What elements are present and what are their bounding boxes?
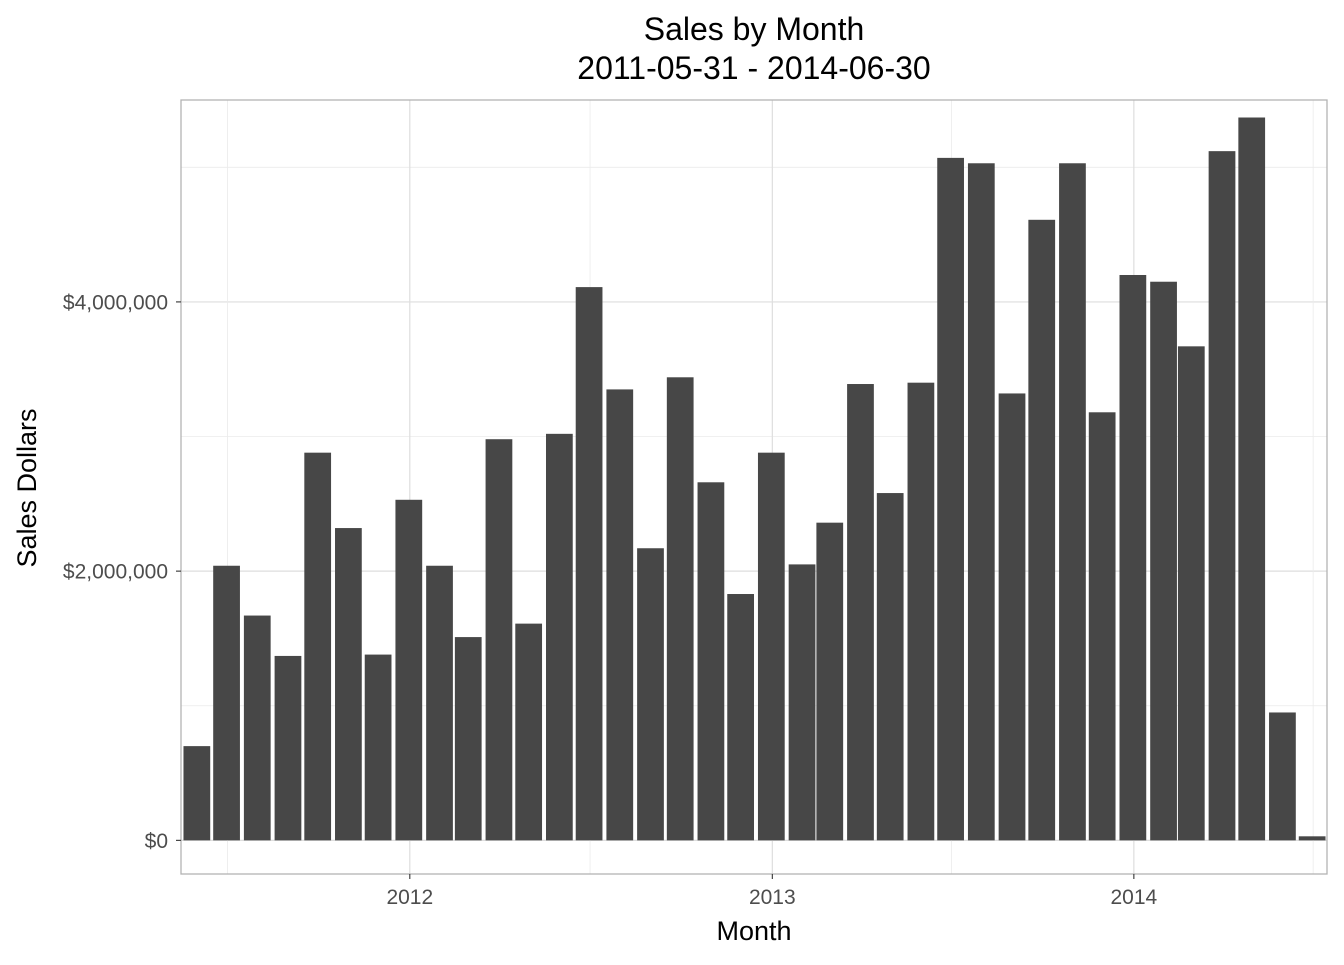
x-tick-label: 2014 — [1110, 886, 1157, 909]
bars — [183, 117, 1326, 841]
bar-2012-05-31 — [545, 433, 573, 841]
bar-2012-12-31 — [757, 452, 785, 841]
bar-2013-12-31 — [1119, 274, 1147, 841]
chart-subtitle: 2011-05-31 - 2014-06-30 — [577, 50, 930, 86]
axis-ticks: $0 $2,000,000 $4,000,000 2012 2013 2014 — [63, 291, 1158, 909]
bar-2014-02-28 — [1177, 346, 1205, 841]
y-tick-label: $0 — [145, 830, 168, 853]
bar-2013-09-30 — [1028, 219, 1056, 841]
y-axis-title: Sales Dollars — [12, 408, 42, 567]
bar-2012-10-31 — [697, 482, 725, 841]
bar-2011-06-30 — [213, 565, 240, 841]
bar-2012-02-29 — [454, 637, 482, 841]
bar-2011-05-31 — [183, 746, 211, 841]
bar-2013-08-31 — [998, 393, 1026, 841]
bar-2012-08-31 — [637, 548, 664, 841]
bar-2012-06-30 — [575, 287, 603, 841]
bar-2013-10-31 — [1059, 163, 1086, 841]
x-tick-label: 2013 — [749, 886, 796, 909]
bar-2013-03-31 — [847, 384, 874, 841]
bar-2011-10-31 — [335, 528, 362, 841]
bar-2013-06-30 — [937, 157, 964, 841]
bar-2011-11-30 — [364, 654, 392, 841]
bar-2011-08-31 — [274, 655, 302, 841]
bar-2012-11-30 — [727, 594, 754, 841]
bar-2012-01-31 — [426, 565, 453, 841]
bar-2011-09-30 — [304, 452, 332, 841]
bar-2014-06-30 — [1298, 836, 1326, 841]
y-tick-label: $2,000,000 — [63, 561, 168, 584]
bar-2014-04-30 — [1238, 117, 1266, 841]
bar-2013-01-31 — [788, 564, 816, 841]
bar-2013-02-28 — [816, 522, 844, 841]
bar-2012-09-30 — [666, 377, 694, 841]
bar-2014-03-31 — [1208, 151, 1236, 841]
bar-2014-05-31 — [1269, 712, 1296, 841]
bar-2011-12-31 — [395, 499, 423, 841]
bar-2013-05-31 — [907, 382, 935, 841]
y-tick-label: $4,000,000 — [63, 291, 168, 314]
bar-2013-04-30 — [876, 493, 904, 841]
bar-2011-07-31 — [243, 615, 271, 841]
bar-2012-03-31 — [485, 439, 513, 841]
plot-panel-border — [180, 99, 1328, 875]
bar-2012-07-31 — [606, 389, 634, 841]
bar-2013-07-31 — [967, 163, 995, 841]
chart-title: Sales by Month — [644, 11, 865, 47]
x-tick-label: 2012 — [386, 886, 433, 909]
x-axis-title: Month — [716, 916, 791, 946]
bar-2013-11-30 — [1088, 412, 1116, 841]
bar-2012-04-30 — [515, 623, 543, 841]
bar-2014-01-31 — [1150, 281, 1177, 841]
